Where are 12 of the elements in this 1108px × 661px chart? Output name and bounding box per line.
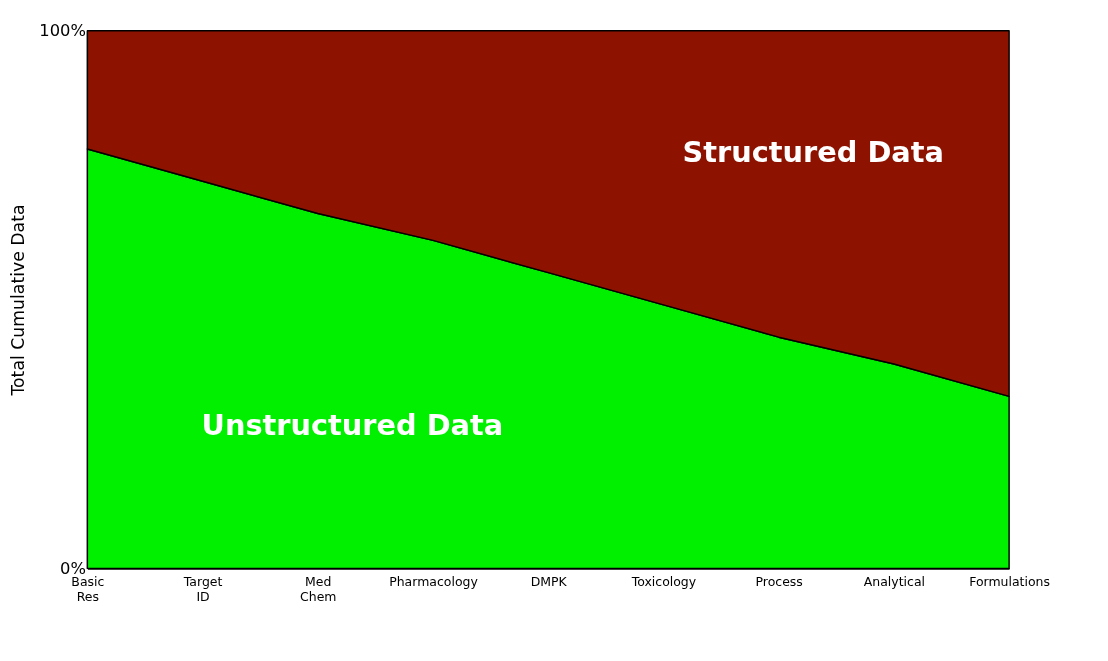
series-label: Structured Data — [682, 134, 944, 169]
x-tick-label: Analytical — [863, 574, 925, 590]
x-tick-label: Process — [755, 574, 803, 590]
y-tick-label: 100% — [39, 20, 86, 40]
series-label: Unstructured Data — [201, 408, 504, 443]
x-tick-label: Formulations — [969, 574, 1050, 590]
y-axis-title: Total Cumulative Data — [7, 204, 28, 397]
x-tick-label: Pharmacology — [389, 574, 478, 590]
x-tick-label: DMPK — [530, 574, 568, 590]
x-tick-label: Target ID — [182, 574, 223, 604]
x-tick-label: Toxicology — [630, 574, 697, 590]
x-tick-label: Med Chem — [300, 574, 337, 604]
